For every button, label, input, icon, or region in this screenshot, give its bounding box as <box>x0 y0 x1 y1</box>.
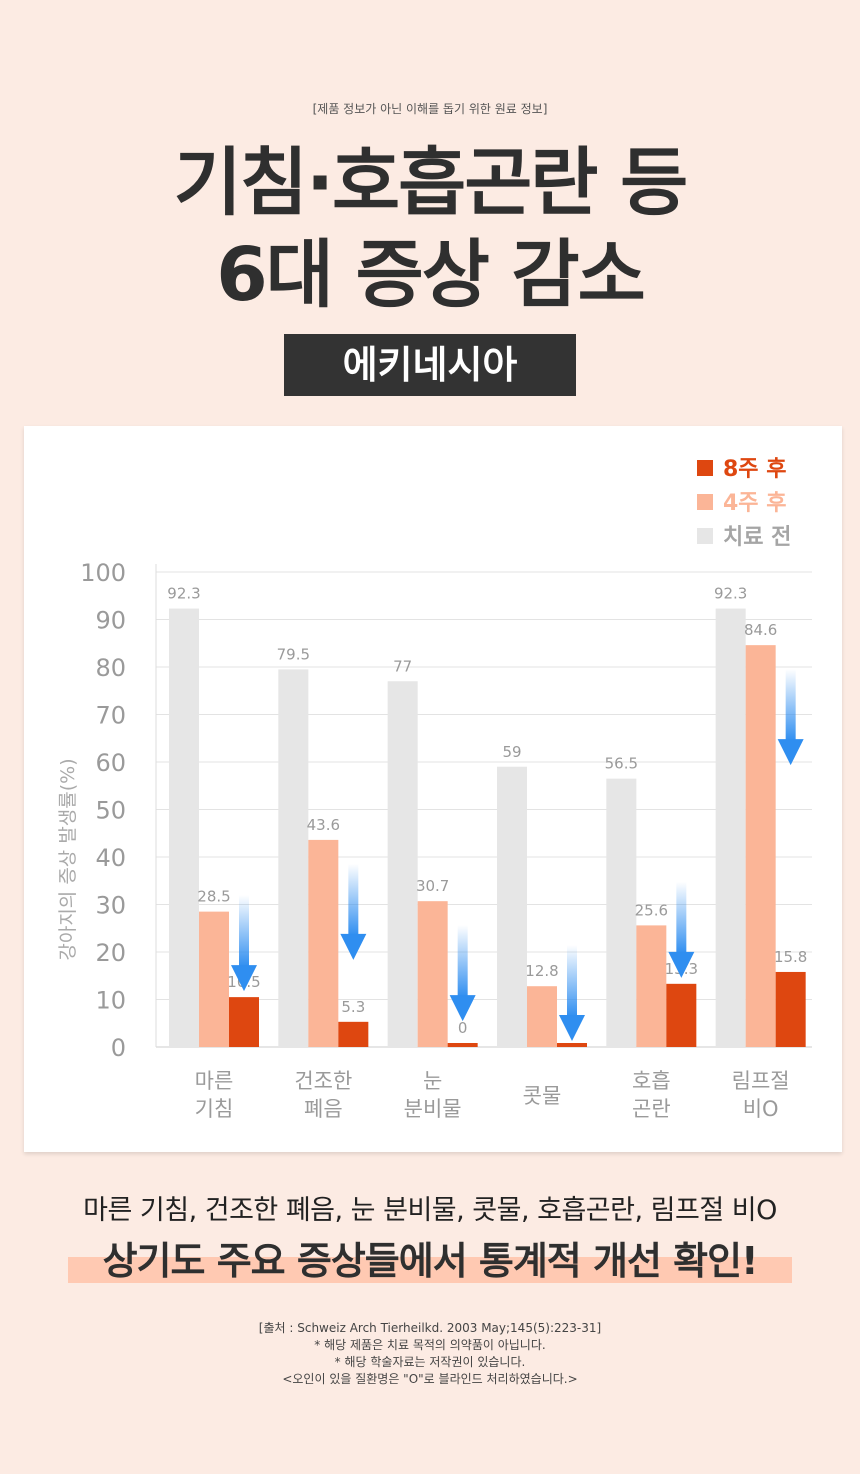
bar <box>775 971 806 1047</box>
bar <box>308 839 339 1047</box>
data-label: 5.3 <box>341 998 365 1016</box>
y-tick-label: 0 <box>111 1034 126 1062</box>
data-label: 92.3 <box>167 585 200 603</box>
data-label: 30.7 <box>416 877 449 895</box>
decrease-arrow-icon <box>231 895 257 992</box>
bar <box>606 778 637 1047</box>
bar <box>199 911 229 1047</box>
bar <box>229 997 259 1047</box>
arrow-head <box>559 1015 585 1041</box>
arrow-head <box>777 739 804 766</box>
bar <box>666 983 697 1047</box>
disclaimer-text: [제품 정보가 아닌 이해를 돕기 위한 원료 정보] <box>312 102 548 116</box>
source-citation: [출처 : Schweiz Arch Tierheilkd. 2003 May;… <box>258 1321 602 1335</box>
y-tick-label: 80 <box>95 654 126 682</box>
bar <box>169 608 199 1047</box>
arrow-shaft <box>567 945 577 1017</box>
chart-card: 0 10 20 30 40 50 60 70 80 90 100 강아지의 증상 발생률(%) 92.3… <box>24 426 842 1152</box>
legend-label: 4주 후 <box>723 491 786 516</box>
bar <box>387 681 418 1047</box>
y-tick-label: 10 <box>95 987 126 1015</box>
data-label: 15.8 <box>774 948 807 966</box>
decrease-arrow-icon <box>777 669 804 766</box>
footnote-2: * 해당 학술자료는 저작권이 있습니다. <box>334 1355 526 1369</box>
category-label: 콧물 <box>523 1084 562 1108</box>
decrease-arrow-icon <box>449 925 476 1022</box>
bar <box>278 669 309 1047</box>
arrow-shaft <box>676 881 687 954</box>
decrease-arrow-icon <box>668 881 695 978</box>
category-label: 림프절 <box>732 1069 790 1093</box>
decrease-arrow-icon <box>559 945 585 1041</box>
y-tick-label: 60 <box>95 749 126 777</box>
data-label: 28.5 <box>197 888 230 906</box>
category-label: 분비물 <box>404 1097 462 1121</box>
legend-swatch <box>697 494 713 510</box>
data-label: 56.5 <box>605 755 638 773</box>
y-tick-label: 30 <box>95 892 126 920</box>
data-label: 43.6 <box>307 816 340 834</box>
bar <box>745 645 776 1047</box>
y-tick-label: 90 <box>95 607 126 635</box>
category-label: 건조한 <box>294 1069 352 1093</box>
category-label: 기침 <box>195 1097 234 1121</box>
legend-swatch <box>697 460 713 476</box>
category-label: 눈 <box>423 1069 442 1093</box>
legend-label: 치료 전 <box>723 525 791 550</box>
data-label: 79.5 <box>277 645 310 663</box>
arrow-head <box>340 933 367 960</box>
y-tick-label: 40 <box>95 844 126 872</box>
footnote-1: * 해당 제품은 치료 목적의 의약품이 아닙니다. <box>314 1338 546 1352</box>
footnotes: [출처 : Schweiz Arch Tierheilkd. 2003 May;… <box>0 1320 860 1388</box>
arrow-head <box>231 965 257 992</box>
bar <box>338 1021 369 1047</box>
y-tick-label: 20 <box>95 939 126 967</box>
legend-swatch <box>697 528 713 544</box>
decrease-arrow-icon <box>340 863 367 960</box>
emphasis-line: 상기도 주요 증상들에서 통계적 개선 확인! <box>102 1239 759 1283</box>
data-label: 84.6 <box>744 621 777 639</box>
summary-line: 마른 기침, 건조한 폐음, 눈 분비물, 콧물, 호흡곤란, 림프절 비O <box>83 1195 777 1226</box>
arrow-head <box>449 995 476 1022</box>
y-tick-label: 100 <box>80 559 126 587</box>
bar <box>636 925 667 1047</box>
headline-line-2: 6대 증상 감소 <box>216 232 645 318</box>
category-label: 마른 <box>195 1069 234 1093</box>
category-label: 호흡 <box>632 1069 671 1093</box>
bar <box>447 1043 478 1047</box>
category-label: 비O <box>743 1097 779 1121</box>
data-label: 0 <box>458 1019 468 1037</box>
arrow-shaft <box>348 863 359 936</box>
bar <box>527 986 557 1047</box>
bar <box>557 1043 587 1047</box>
headline-line-1: 기침·호흡곤란 등 <box>173 140 688 226</box>
category-label: 폐음 <box>304 1097 343 1121</box>
legend-label: 8주 후 <box>723 457 786 482</box>
bar <box>715 608 746 1047</box>
y-tick-label: 50 <box>95 797 126 825</box>
data-label: 77 <box>393 657 412 675</box>
data-label: 92.3 <box>714 585 747 603</box>
category-label: 곤란 <box>632 1097 671 1121</box>
footnote-3: <오인이 있을 질환명은 "O"로 블라인드 처리하였습니다.> <box>282 1372 578 1386</box>
product-name-badge: 에키네시아 <box>284 334 576 396</box>
y-tick-label: 70 <box>95 702 126 730</box>
data-label: 25.6 <box>635 901 668 919</box>
bar <box>417 901 448 1047</box>
data-label: 59 <box>502 743 521 761</box>
emphasis-highlight <box>68 1257 792 1283</box>
arrow-head <box>668 951 695 978</box>
arrow-shaft <box>785 669 796 742</box>
arrow-shaft <box>239 895 249 968</box>
bar-chart: 0 10 20 30 40 50 60 70 80 90 100 강아지의 증상 발생률(%) 92.3… <box>57 457 812 1121</box>
bar <box>497 766 527 1047</box>
arrow-shaft <box>457 925 468 998</box>
y-axis-label: 강아지의 증상 발생률(%) <box>57 758 79 960</box>
data-label: 12.8 <box>525 962 558 980</box>
